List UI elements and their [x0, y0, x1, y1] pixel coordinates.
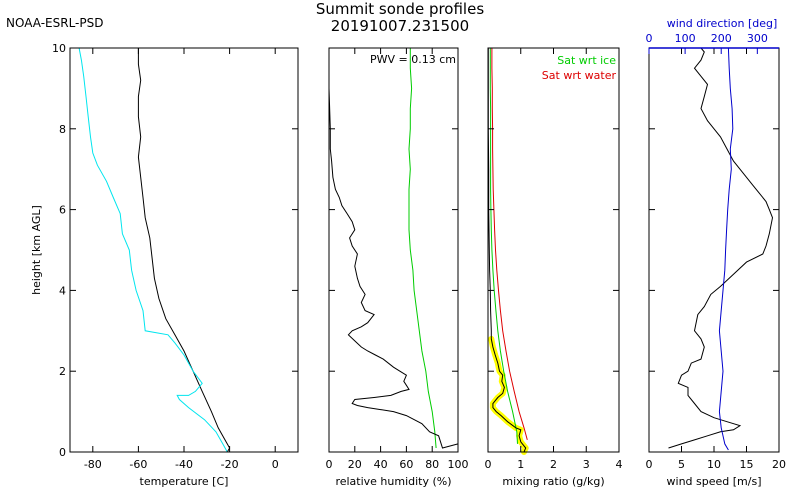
- mixing-ratio-x-tick-label: 3: [583, 458, 590, 471]
- relative-humidity-plot-frame: [328, 47, 459, 453]
- wind-speed-series-1-line: [718, 47, 734, 451]
- wind-speed-x-tick-label: 10: [707, 458, 721, 471]
- relative-humidity-series-1-line: [328, 48, 459, 449]
- y-tick-label: 4: [59, 284, 66, 297]
- temperature-series-0-line: [137, 48, 231, 453]
- y-tick-label: 0: [59, 446, 66, 459]
- y-tick-label: 8: [59, 123, 66, 136]
- wind-direction-tick-label: 0: [646, 32, 653, 45]
- wind-speed-x-axis-label: wind speed [m/s]: [667, 475, 762, 488]
- temperature-series-1-line: [78, 47, 228, 453]
- relative-humidity-x-tick-label: 100: [448, 458, 469, 471]
- wind-speed-series-0-line: [668, 47, 774, 449]
- relative-humidity-x-tick-label: 80: [425, 458, 439, 471]
- relative-humidity-x-axis-label: relative humidity (%): [335, 475, 451, 488]
- temperature-x-tick-label: -40: [175, 458, 193, 471]
- chart-subtitle: 20191007.231500: [331, 17, 469, 35]
- wind-speed-plot-frame: [648, 47, 780, 453]
- wind-direction-tick-label: 300: [747, 32, 768, 45]
- pwv-annotation: PWV = 0.13 cm: [370, 53, 456, 66]
- temperature-x-tick-label: -60: [129, 458, 147, 471]
- mixing-ratio-series-2-line: [487, 48, 527, 453]
- relative-humidity-x-tick-label: 60: [399, 458, 413, 471]
- mixing-ratio-panel: 0 1 2 3 4 mixing ratio (g/kg) Sat wrt ice Sat w…: [485, 47, 623, 488]
- wind-direction-axis-label: wind direction [deg]: [667, 17, 778, 30]
- mixing-ratio-series-1-line: [489, 48, 518, 444]
- wind-speed-x-tick-label: 20: [772, 458, 786, 471]
- temperature-x-tick-label: 0: [272, 458, 279, 471]
- y-tick-label: 2: [59, 365, 66, 378]
- temperature-panel: -80 -60 -40 -20 0 0 2 4 6 8 10 temperature [C]: [52, 42, 299, 488]
- wind-direction-tick-label: 100: [675, 32, 696, 45]
- mixing-ratio-x-tick-label: 2: [550, 458, 557, 471]
- relative-humidity-x-tick-label: 40: [374, 458, 388, 471]
- org-label: NOAA-ESRL-PSD: [6, 16, 103, 30]
- wind-direction-tick-label: 200: [711, 32, 732, 45]
- mixing-ratio-series-0-line: [491, 48, 528, 441]
- temperature-x-tick-label: -20: [221, 458, 239, 471]
- wind-speed-x-tick-label: 0: [646, 458, 653, 471]
- relative-humidity-x-tick-label: 0: [326, 458, 333, 471]
- relative-humidity-x-tick-label: 20: [348, 458, 362, 471]
- wind-speed-panel: 0 5 10 15 20 wind speed [m/s] 0 100 200 300 wind d…: [646, 17, 787, 488]
- legend-entry: Sat wrt water: [542, 69, 617, 82]
- temperature-x-axis-label: temperature [C]: [140, 475, 229, 488]
- temperature-plot-frame: [69, 47, 299, 453]
- y-axis-label: height [km AGL]: [30, 205, 43, 295]
- y-tick-label: 6: [59, 204, 66, 217]
- mixing-ratio-x-tick-label: 0: [485, 458, 492, 471]
- wind-speed-x-tick-label: 5: [678, 458, 685, 471]
- relative-humidity-panel: 0 20 40 60 80 100 relative humidity (%) PWV = 0…: [326, 47, 469, 488]
- mixing-ratio-x-axis-label: mixing ratio (g/kg): [502, 475, 604, 488]
- chart-title: Summit sonde profiles: [316, 0, 484, 18]
- legend-entry: Sat wrt ice: [557, 54, 616, 67]
- y-tick-label: 10: [52, 42, 66, 55]
- wind-speed-x-tick-label: 15: [740, 458, 754, 471]
- temperature-x-tick-label: -80: [84, 458, 102, 471]
- relative-humidity-series-0-line: [408, 48, 437, 449]
- mixing-ratio-x-tick-label: 4: [616, 458, 623, 471]
- mixing-ratio-x-tick-label: 1: [517, 458, 524, 471]
